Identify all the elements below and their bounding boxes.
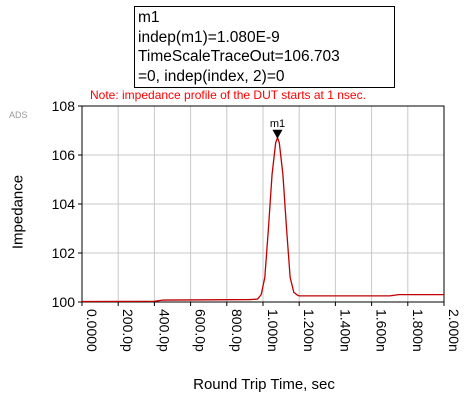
marker-readout-line: TimeScaleTraceOut=106.703 [138,48,340,65]
x-tick-label: 200.0p [120,309,136,352]
ads-watermark: ADS [9,110,28,120]
y-tick-label: 100 [52,294,76,310]
y-tick-label: 104 [52,196,76,212]
y-tick-label: 108 [52,98,76,114]
x-tick-label: 2.000n [446,309,462,352]
series-line [81,137,444,303]
marker-layer: m1 [270,118,285,139]
x-tick-label: 600.0p [193,309,209,352]
x-tick-label: 800.0p [229,309,245,352]
marker-triangle [272,129,283,139]
x-tick-label: 1.000n [265,309,281,352]
marker-readout-line: m1 [138,9,160,26]
x-tick-label: 0.0000 [84,309,100,352]
y-tick-label: 102 [52,245,76,261]
series-layer [81,137,444,303]
axis-ticks: 100 102 104 106 108 0.0000 200.0p 400.0p 600.0p 8… [52,98,462,352]
x-tick-label: 400.0p [156,309,172,352]
marker-readout-box: m1 indep(m1)=1.080E-9 TimeScaleTraceOut=… [134,6,395,88]
x-tick-label: 1.200n [301,309,317,352]
x-tick-label: 1.400n [337,309,353,352]
marker-readout-line: indep(m1)=1.080E-9 [138,28,280,46]
x-tick-label: 1.600n [374,309,390,352]
marker-readout-line: =0, indep(index, 2)=0 [138,67,285,85]
grid [81,105,445,303]
x-axis-label: Round Trip Time, sec [193,376,335,393]
y-tick-label: 106 [52,147,76,163]
annotation-note: Note: impedance profile of the DUT start… [90,88,366,102]
y-axis-label: Impedance [9,174,27,250]
x-tick-label: 1.800n [410,309,426,352]
marker-label: m1 [270,118,285,130]
